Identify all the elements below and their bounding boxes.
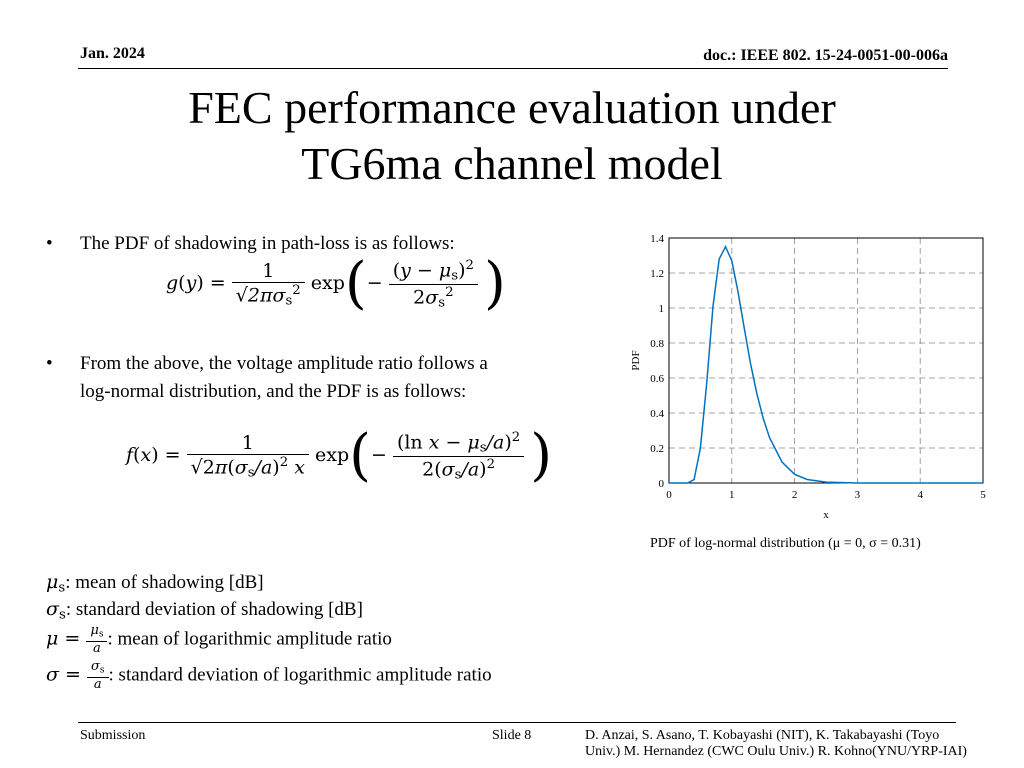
chart-y-tick-label: 1.2 <box>650 268 664 280</box>
chart-y-axis-label: PDF <box>630 350 642 370</box>
slide-title-line-1: FEC performance evaluation under <box>188 82 836 133</box>
definition-mu-text: : mean of logarithmic amplitude ratio <box>107 628 392 650</box>
definition-mu: μ = μs a: mean of logarithmic amplitude r… <box>46 623 392 657</box>
bullet-2-text-line-2: log-normal distribution, and the PDF is … <box>80 381 467 402</box>
slide-title: FEC performance evaluation under TG6ma c… <box>60 80 964 192</box>
chart-y-tick-label: 0.4 <box>650 408 664 420</box>
chart-y-tick-label: 0.8 <box>650 338 664 350</box>
header-doc-id: doc.: IEEE 802. 15-24-0051-00-006a <box>703 47 948 64</box>
chart-x-axis-label: x <box>823 509 829 521</box>
definition-mu-s-text: : mean of shadowing [dB] <box>65 572 264 593</box>
header-date: Jan. 2024 <box>80 45 145 62</box>
pdf-series-line <box>669 244 983 484</box>
chart-caption: PDF of log-normal distribution (μ = 0, σ… <box>650 536 921 551</box>
bullet-2-text-line-1: From the above, the voltage amplitude ra… <box>80 353 488 374</box>
footer-authors: D. Anzai, S. Asano, T. Kobayashi (NIT), … <box>585 728 967 760</box>
chart-ticks: 0 1 2 3 4 5 0 0.2 0.4 0.6 0.8 1 1.2 1.4 <box>650 233 986 501</box>
footer-submission: Submission <box>80 728 146 743</box>
bullet-marker: • <box>46 233 53 254</box>
definition-sigma-s-text: : standard deviation of shadowing [dB] <box>65 599 363 620</box>
chart-y-tick-label: 1.4 <box>650 233 664 245</box>
footer-divider <box>78 722 956 723</box>
chart-y-tick-label: 0.6 <box>650 373 664 385</box>
chart-y-tick-label: 0.2 <box>650 443 664 455</box>
chart-x-tick-label: 0 <box>666 489 672 501</box>
chart-x-tick-label: 4 <box>917 489 923 501</box>
formula-f-of-x: f(x) = 1 √2π(σs/a)2 x exp(− (ln x − μs/a)… <box>126 423 553 488</box>
chart-x-tick-label: 1 <box>729 489 735 501</box>
chart-y-tick-label: 0 <box>659 478 665 490</box>
footer-slide-number: Slide 8 <box>492 728 532 743</box>
definition-sigma: σ = σs a: standard deviation of logarithm… <box>46 659 492 693</box>
definition-sigma-text: : standard deviation of logarithmic ampl… <box>108 664 492 686</box>
bullet-1-text: The PDF of shadowing in path-loss is as … <box>80 233 455 254</box>
pdf-chart: 0 1 2 3 4 5 0 0.2 0.4 0.6 0.8 1 1.2 1.4 x PDF <box>630 233 986 521</box>
chart-x-tick-label: 3 <box>855 489 861 501</box>
definition-mu-s: μs: mean of shadowing [dB] <box>46 571 264 596</box>
chart-y-tick-label: 1 <box>659 303 665 315</box>
chart-plot-frame <box>668 237 984 484</box>
formula-g-of-y: g(y) = 1 √2πσs2 exp(− (y − μs)2 2σs2 ) <box>166 251 506 316</box>
footer-authors-line-2: Univ.) M. Hernandez (CWC Oulu Univ.) R. … <box>585 744 967 759</box>
chart-grid <box>668 237 984 484</box>
bullet-marker: • <box>46 353 53 374</box>
footer-authors-line-1: D. Anzai, S. Asano, T. Kobayashi (NIT), … <box>585 728 940 743</box>
chart-x-tick-label: 5 <box>980 489 986 501</box>
slide-title-line-2: TG6ma channel model <box>301 138 723 189</box>
chart-x-tick-label: 2 <box>792 489 798 501</box>
header-divider <box>78 68 948 69</box>
definition-sigma-s: σs: standard deviation of shadowing [dB] <box>46 598 363 623</box>
